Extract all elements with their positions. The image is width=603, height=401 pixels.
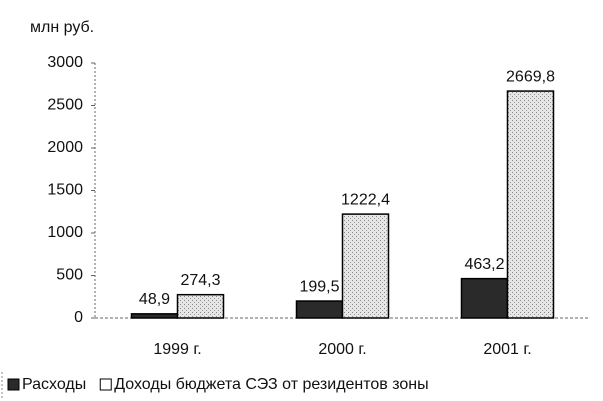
y-axis-label: млн руб. <box>30 19 94 36</box>
legend-label: Доходы бюджета СЭЗ от резидентов зоны <box>114 376 428 393</box>
legend-swatch <box>99 378 112 391</box>
y-tick-label: 500 <box>56 267 83 284</box>
x-tick-label: 1999 г. <box>153 341 201 358</box>
value-label: 463,2 <box>464 256 504 273</box>
bar <box>506 90 555 319</box>
bar <box>295 300 344 319</box>
y-tick-label: 0 <box>74 309 83 326</box>
y-tick-label: 1500 <box>47 182 83 199</box>
legend-label: Расходы <box>22 376 86 393</box>
bar <box>341 213 390 319</box>
value-label: 199,5 <box>299 278 339 295</box>
bar <box>176 293 225 319</box>
y-tick-label: 3000 <box>47 54 83 71</box>
x-tick-label: 2001 г. <box>483 341 531 358</box>
bar <box>460 277 509 319</box>
y-tick-label: 2000 <box>47 139 83 156</box>
x-tick-label: 2000 г. <box>318 341 366 358</box>
value-label: 48,9 <box>139 291 170 308</box>
value-label: 274,3 <box>180 272 220 289</box>
y-tick-label: 1000 <box>47 224 83 241</box>
value-label: 1222,4 <box>341 191 390 208</box>
legend-swatch <box>7 378 20 391</box>
y-tick-label: 2500 <box>47 97 83 114</box>
bar <box>130 313 179 319</box>
value-label: 2669,8 <box>506 68 555 85</box>
